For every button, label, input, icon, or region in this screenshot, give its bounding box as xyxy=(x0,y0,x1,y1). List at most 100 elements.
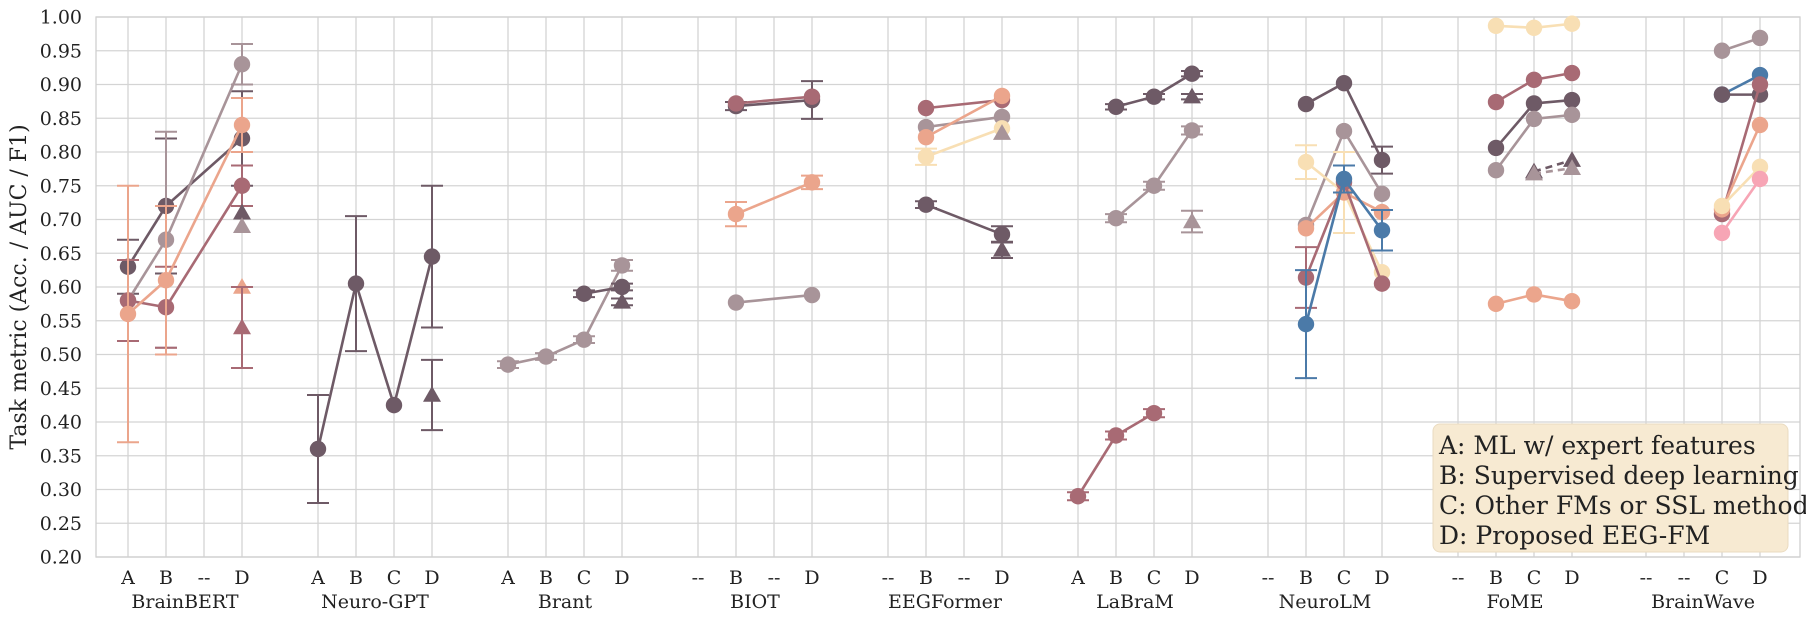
data-point xyxy=(575,331,593,348)
x-tick-label: -- xyxy=(198,567,211,589)
x-tick-label: C xyxy=(387,567,402,589)
data-point xyxy=(993,226,1011,243)
y-tick-label: 0.45 xyxy=(40,378,82,400)
data-point xyxy=(1297,95,1315,113)
y-tick-label: 0.35 xyxy=(40,445,82,467)
series-brant xyxy=(611,292,633,309)
data-point xyxy=(727,205,745,223)
group-label: LaBraM xyxy=(1096,591,1174,613)
grid xyxy=(95,16,1801,558)
x-tick-label: -- xyxy=(1640,567,1653,589)
data-point xyxy=(1335,122,1353,140)
x-tick-label: C xyxy=(1715,567,1730,589)
series-fome xyxy=(1487,91,1581,157)
data-point xyxy=(1525,95,1543,112)
data-point xyxy=(1107,427,1125,444)
series-brainbert xyxy=(233,217,251,233)
data-point xyxy=(309,440,327,458)
data-point xyxy=(1297,220,1315,237)
data-point xyxy=(917,128,935,146)
series-line xyxy=(507,264,624,366)
x-tick-label: B xyxy=(159,567,173,589)
data-point xyxy=(1145,88,1163,105)
data-point xyxy=(1713,224,1731,242)
series-fome xyxy=(1487,106,1581,179)
data-point xyxy=(993,108,1011,126)
y-tick-label: 0.50 xyxy=(40,344,82,366)
data-point xyxy=(1751,29,1769,47)
data-point xyxy=(347,275,365,292)
data-point xyxy=(803,174,821,191)
series-brainbert xyxy=(233,203,251,220)
group-labels: BrainBERT Neuro-GPT Brant BIOT EEGFormer LaBr… xyxy=(131,591,1755,613)
data-point xyxy=(1751,116,1769,134)
y-tick-label: 0.40 xyxy=(40,412,82,434)
data-point xyxy=(1183,65,1201,82)
data-point xyxy=(917,148,935,165)
series-line xyxy=(735,98,813,108)
group-label: BrainWave xyxy=(1651,591,1755,613)
data-point xyxy=(613,257,631,274)
triangle-point xyxy=(1563,151,1581,167)
series-fome xyxy=(1487,286,1581,313)
series-fome xyxy=(1487,64,1581,111)
x-tick-label: B xyxy=(919,567,933,589)
x-tick-label: D xyxy=(1184,567,1199,589)
series-line xyxy=(925,127,1003,158)
series-line xyxy=(1721,165,1761,207)
series-biot xyxy=(725,174,823,228)
series-eegformer xyxy=(917,87,1011,146)
x-tick-label: B xyxy=(1489,567,1503,589)
data-point xyxy=(727,95,745,112)
data-point xyxy=(385,396,403,414)
series-neurolm xyxy=(1297,74,1393,175)
series-line xyxy=(1720,124,1762,210)
data-point xyxy=(1373,151,1391,169)
data-point xyxy=(803,286,821,304)
data-point xyxy=(1373,222,1391,239)
data-point xyxy=(993,87,1011,105)
x-tick-label: -- xyxy=(882,567,895,589)
x-tick-label: A xyxy=(310,567,325,589)
triangle-point xyxy=(233,318,251,335)
x-tick-label: D xyxy=(1374,567,1389,589)
data-point xyxy=(1713,86,1731,103)
x-tick-label: -- xyxy=(692,567,705,589)
series-labram xyxy=(1067,405,1165,505)
series-brant xyxy=(497,257,633,373)
series-labram xyxy=(1181,87,1203,104)
x-tick-label: A xyxy=(500,567,515,589)
x-tick-label: B xyxy=(539,567,553,589)
series-neuro-gpt xyxy=(307,184,443,504)
data-point xyxy=(1487,93,1505,111)
data-point xyxy=(233,116,251,134)
triangle-point xyxy=(233,278,251,294)
x-tick-label: D xyxy=(234,567,249,589)
series-brainwave xyxy=(1713,170,1769,242)
data-point xyxy=(1335,74,1353,92)
x-tick-label: C xyxy=(1147,567,1162,589)
series-eegformer xyxy=(993,124,1011,140)
series-brant xyxy=(573,278,633,302)
legend-entry-b: B: Supervised deep learning xyxy=(1439,461,1799,490)
data-point xyxy=(1713,197,1731,215)
legend-entry-c: C: Other FMs or SSL methods xyxy=(1439,491,1806,520)
data-point xyxy=(1487,139,1505,157)
group-label: FoME xyxy=(1487,591,1544,613)
x-tick-label: D xyxy=(1564,567,1579,589)
y-tick-label: 0.85 xyxy=(40,108,82,130)
group-label: BrainBERT xyxy=(131,591,238,613)
legend-entry-a: A: ML w/ expert features xyxy=(1438,431,1756,460)
data-point xyxy=(803,88,821,105)
series-biot xyxy=(727,88,821,112)
data-point xyxy=(1373,185,1391,203)
data-point xyxy=(1525,19,1543,36)
y-tick-label: 0.60 xyxy=(40,277,82,299)
series-line xyxy=(735,293,813,304)
y-tick-label: 0.30 xyxy=(40,479,82,501)
x-tick-label: B xyxy=(1109,567,1123,589)
group-label: Neuro-GPT xyxy=(321,591,429,613)
data-point xyxy=(1487,17,1505,34)
data-point xyxy=(499,356,517,373)
